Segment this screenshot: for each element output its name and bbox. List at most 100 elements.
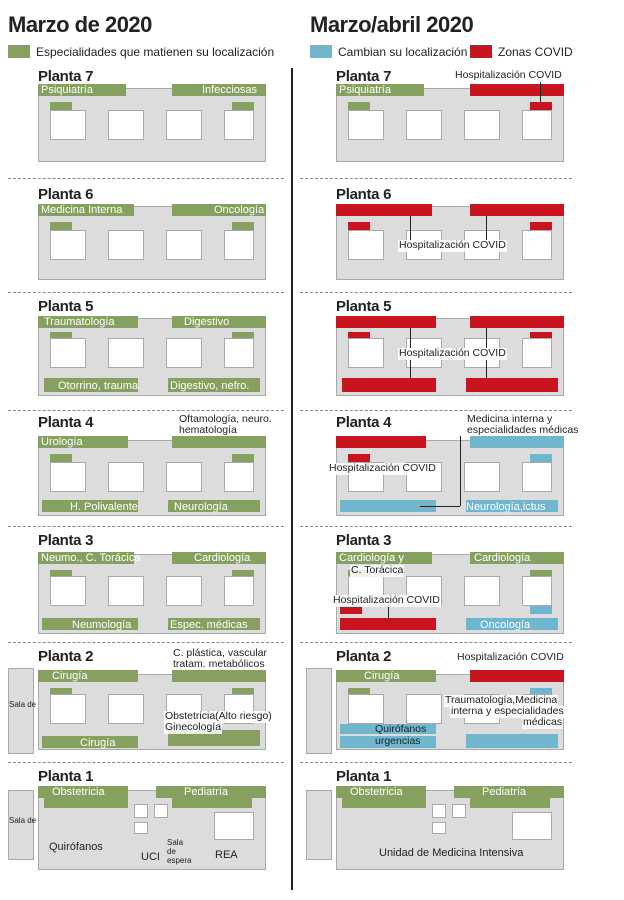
zone-green: [232, 454, 254, 462]
right-header: Marzo/abril 2020: [310, 12, 474, 37]
zone-green: [336, 670, 436, 682]
leader-line: [410, 360, 411, 378]
floor-left-3: Planta 3 Neumo., C. Torácica Cardiología…: [38, 532, 278, 634]
room: [50, 110, 86, 140]
zone-label: Quirófanos: [49, 841, 103, 853]
zone-changed: [530, 688, 552, 694]
room: [406, 694, 442, 724]
zone-covid: [348, 222, 370, 230]
room: [348, 338, 384, 368]
room: [464, 576, 500, 606]
room: [406, 110, 442, 140]
zone-green: [470, 798, 550, 808]
leader-line: [410, 328, 411, 348]
leader-line: [410, 216, 411, 240]
zone-covid: [470, 670, 564, 682]
room: [522, 462, 552, 492]
leader-line: [388, 604, 389, 620]
zone-green: [232, 102, 254, 110]
zone-green: [336, 552, 432, 564]
room: [522, 110, 552, 140]
zone-label: interna y especialidades: [450, 705, 565, 718]
floor-title: Planta 6: [38, 186, 94, 203]
zone-label: Pediatría: [184, 786, 229, 798]
zone-label: Espec. médicas: [170, 619, 248, 631]
zone-label: Cirugía: [364, 670, 400, 682]
room: [522, 576, 552, 606]
floor-right-4: Planta 4 Medicina interna y especialidad…: [328, 413, 580, 516]
zone-label: C. plástica, vascular: [172, 647, 268, 660]
zone-label: urgencias: [375, 735, 421, 747]
zone-label: Oncología: [214, 204, 265, 216]
zone-green: [38, 552, 134, 564]
zone-changed: [530, 454, 552, 462]
room: [108, 230, 144, 260]
room: [522, 230, 552, 260]
zone-green: [42, 500, 138, 512]
zone-changed: [470, 436, 564, 448]
separator: [300, 526, 572, 527]
zone-label: tratam. metabólicos: [172, 658, 266, 671]
left-header: Marzo de 2020: [8, 12, 152, 37]
room: [154, 804, 168, 818]
zone-covid: [466, 378, 558, 392]
zone-label: Psiquiatría: [41, 84, 93, 96]
zone-label: Infecciosas: [202, 84, 258, 96]
zone-changed: [466, 618, 558, 630]
room: [50, 576, 86, 606]
zone-label: Hospitalización COVID: [456, 651, 565, 664]
floor-title: Planta 1: [336, 768, 392, 785]
zone-label: Obstetricia(Alto riesgo): [164, 710, 273, 723]
zone-covid: [342, 378, 436, 392]
zone-changed: [466, 500, 558, 512]
zone-label: H. Polivalente: [70, 501, 138, 513]
room: [464, 110, 500, 140]
zone-label: Hospitalización COVID: [454, 69, 563, 82]
zone-label: Cardiología: [474, 552, 531, 564]
zone-green: [172, 84, 266, 96]
floor-title: Planta 6: [336, 186, 392, 203]
floor-title: Planta 4: [38, 414, 94, 431]
zone-green: [50, 222, 72, 230]
zone-green: [172, 204, 266, 216]
column-divider: [291, 68, 293, 890]
room: [166, 110, 202, 140]
zone-label: Hospitalización COVID: [398, 239, 507, 252]
zone-green: [232, 222, 254, 230]
zone-covid: [336, 204, 432, 216]
zone-label: Neumología: [72, 619, 132, 631]
zone-changed: [340, 500, 436, 512]
floor-left-6: Planta 6 Medicina Interna Oncología: [38, 186, 278, 281]
room: [134, 804, 148, 818]
zone-green: [530, 570, 552, 576]
room: [108, 462, 144, 492]
zone-covid: [470, 316, 564, 328]
waiting-room: [306, 668, 332, 754]
leader-line: [420, 506, 460, 507]
zone-label: médicas: [522, 716, 564, 729]
floor-title: Planta 7: [38, 68, 94, 85]
room: [348, 694, 384, 724]
zone-label: Pediatría: [482, 786, 527, 798]
waiting-room-label: Sala de espera: [9, 700, 63, 709]
waiting-room: [8, 668, 34, 754]
floor-left-4: Planta 4 Oftamología, neuro. hematología…: [38, 413, 278, 516]
separator: [300, 292, 572, 293]
room: [464, 462, 500, 492]
zone-label: Sala de espera: [167, 838, 192, 865]
separator: [300, 410, 572, 411]
floor-right-1: Planta 1 Obstetricia Pediatría Unidad de…: [336, 768, 576, 870]
zone-green: [50, 570, 72, 576]
waiting-room: [306, 790, 332, 860]
zone-green: [342, 798, 426, 808]
separator: [300, 762, 572, 763]
leader-line: [540, 82, 541, 102]
zone-green: [172, 552, 266, 564]
zone-green: [44, 378, 138, 392]
room: [108, 110, 144, 140]
room: [432, 822, 446, 834]
zone-green: [172, 436, 266, 448]
zone-covid: [530, 332, 552, 338]
zone-label: Medicina interna y: [466, 413, 554, 426]
room: [522, 338, 552, 368]
